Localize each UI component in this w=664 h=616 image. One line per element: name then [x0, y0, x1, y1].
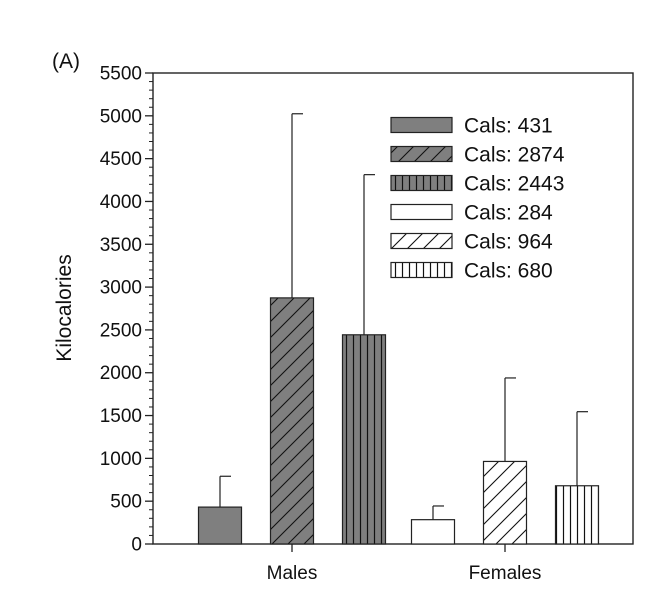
y-tick-label: 1000: [100, 449, 142, 470]
legend: Cals: 431 Cals: 2874 Cals: 2443 Cals: 284 Ca…: [390, 115, 565, 283]
legend-label: Cals: 431: [464, 115, 553, 138]
panel-label: (A): [52, 50, 80, 73]
y-tick-label: 500: [110, 492, 142, 513]
bar: [341, 334, 387, 545]
y-tick-label: 4500: [100, 149, 142, 170]
y-tick-label: 3500: [100, 235, 142, 256]
legend-swatch: [390, 203, 453, 221]
bar: [410, 519, 456, 545]
legend-label: Cals: 2443: [464, 173, 564, 196]
legend-swatch: [390, 145, 453, 163]
y-axis-title: Kilocalories: [53, 254, 76, 361]
plot-axes: 0 500 1000 1500 2000 2500 3000 3500 4000 4500 5000…: [100, 64, 634, 556]
legend-swatch: [390, 174, 453, 192]
bar-series: Males Females: [197, 113, 600, 584]
bar: [197, 506, 243, 545]
legend-label: Cals: 284: [464, 202, 553, 225]
legend-label: Cals: 2874: [464, 144, 565, 167]
y-tick-label: 2500: [100, 320, 142, 341]
legend-swatch: [390, 261, 453, 279]
legend-label: Cals: 680: [464, 260, 553, 283]
y-tick-label: 5500: [100, 64, 142, 85]
y-tick-label: 2000: [100, 363, 142, 384]
bar: [554, 485, 600, 545]
y-tick-label: 3000: [100, 278, 142, 299]
y-tick-label: 5000: [100, 106, 142, 127]
x-tick-label: Females: [469, 563, 542, 584]
bar: [269, 297, 315, 545]
x-tick-label: Males: [267, 563, 318, 584]
plot-frame: [152, 72, 634, 545]
bar: [482, 460, 528, 545]
legend-swatch: [390, 116, 453, 134]
legend-swatch: [390, 232, 453, 250]
y-tick-label: 4000: [100, 192, 142, 213]
y-tick-label: 0: [131, 535, 142, 556]
legend-label: Cals: 964: [464, 231, 553, 254]
y-tick-label: 1500: [100, 406, 142, 427]
